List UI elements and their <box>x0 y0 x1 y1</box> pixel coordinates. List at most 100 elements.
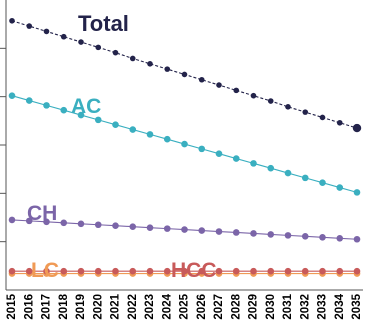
data-point-total <box>352 123 362 133</box>
data-point-ac <box>319 179 326 186</box>
data-point-hcc <box>215 267 223 275</box>
data-point-ch <box>8 216 16 224</box>
x-tick-label: 2032 <box>299 294 311 320</box>
data-point-hcc <box>198 267 206 275</box>
data-point-total <box>78 39 84 45</box>
data-point-total <box>285 104 291 110</box>
data-point-hcc <box>267 267 275 275</box>
data-point-ch <box>129 223 137 230</box>
axes <box>0 0 363 291</box>
data-point-ch <box>25 217 33 225</box>
data-point-ch <box>284 232 292 239</box>
series-layer <box>8 17 362 277</box>
data-point-ch <box>336 234 344 242</box>
data-point-total <box>198 76 205 83</box>
series-label-ch: CH <box>27 202 57 225</box>
data-point-hcc <box>8 267 16 275</box>
data-point-hcc <box>25 267 33 275</box>
data-point-hcc <box>43 267 50 275</box>
data-point-hcc <box>146 267 154 275</box>
x-tick-label: 2021 <box>110 293 122 319</box>
data-point-hcc <box>353 267 361 275</box>
data-point-total <box>95 44 102 51</box>
data-point-ch <box>319 234 326 241</box>
data-point-ch <box>94 221 102 229</box>
data-point-hcc <box>284 267 292 275</box>
x-tick-label: 2020 <box>92 294 104 320</box>
data-point-hcc <box>163 267 171 275</box>
x-tick-label: 2019 <box>75 294 87 320</box>
data-point-total <box>216 82 222 88</box>
data-point-total <box>9 17 15 24</box>
data-point-ac <box>43 102 50 109</box>
series-label-total: Total <box>78 11 129 36</box>
data-point-hcc <box>319 267 326 275</box>
data-point-ac <box>353 189 361 196</box>
data-point-ac <box>129 126 137 133</box>
data-point-ch <box>112 222 119 230</box>
data-point-ac <box>60 106 68 114</box>
x-tick-label: 2017 <box>41 294 53 320</box>
x-tick-label: 2034 <box>334 293 346 319</box>
x-tick-label: 2031 <box>282 293 294 319</box>
x-tick-label: 2016 <box>23 294 35 320</box>
x-tick-label: 2015 <box>6 293 18 319</box>
data-point-hcc <box>336 267 344 275</box>
data-point-ch <box>43 218 50 226</box>
data-point-ac <box>336 184 344 191</box>
data-point-total <box>302 109 309 115</box>
data-point-ch <box>353 235 361 243</box>
data-point-total <box>336 119 343 126</box>
data-point-total <box>164 66 171 72</box>
x-tick-label: 2035 <box>351 293 363 319</box>
x-tick-label: 2033 <box>317 294 329 320</box>
data-point-ac <box>146 131 154 138</box>
data-point-ch <box>267 231 275 238</box>
x-tick-label: 2022 <box>127 294 139 320</box>
x-tick-label: 2030 <box>265 294 277 320</box>
data-point-ac <box>232 155 240 162</box>
data-point-total <box>26 23 33 29</box>
data-point-ac <box>163 135 171 143</box>
data-point-ch <box>181 226 188 233</box>
series-label-ac: AC <box>71 95 101 118</box>
data-point-hcc <box>301 267 309 275</box>
x-tick-label: 2026 <box>196 294 208 320</box>
data-point-total <box>129 55 136 62</box>
data-point-ac <box>198 145 206 153</box>
data-point-ch <box>163 225 171 232</box>
data-point-ac <box>267 164 275 172</box>
data-point-ch <box>215 228 223 235</box>
data-point-ac <box>77 111 85 119</box>
data-point-hcc <box>112 267 119 275</box>
data-point-ac <box>94 116 102 124</box>
series-label-lc: LC <box>31 259 59 282</box>
data-point-ch <box>198 227 206 234</box>
x-tick-label: 2025 <box>179 293 191 319</box>
data-point-ch <box>232 229 240 236</box>
data-point-ac <box>181 140 188 148</box>
x-tick-label: 2027 <box>213 294 225 320</box>
data-point-ch <box>146 224 154 231</box>
data-point-hcc <box>129 267 137 275</box>
data-point-hcc <box>77 267 85 275</box>
data-point-total <box>147 61 153 67</box>
x-tick-label: 2024 <box>161 293 173 319</box>
data-point-ch <box>301 233 309 240</box>
data-point-ch <box>77 220 85 228</box>
data-point-total <box>60 33 67 40</box>
series-total <box>9 17 362 133</box>
data-point-ac <box>301 174 309 182</box>
series-labels: Total AC CH LC HCC <box>27 11 217 282</box>
data-point-total <box>112 49 119 56</box>
data-point-total <box>250 92 257 99</box>
data-point-ac <box>112 121 119 128</box>
series-hcc <box>8 267 361 275</box>
series-label-hcc: HCC <box>171 259 217 282</box>
x-tick-label: 2023 <box>144 294 156 320</box>
x-tick-label: 2029 <box>248 294 260 320</box>
data-point-ac <box>8 92 16 99</box>
data-point-ch <box>60 219 68 227</box>
x-tick-label: 2018 <box>58 293 70 319</box>
